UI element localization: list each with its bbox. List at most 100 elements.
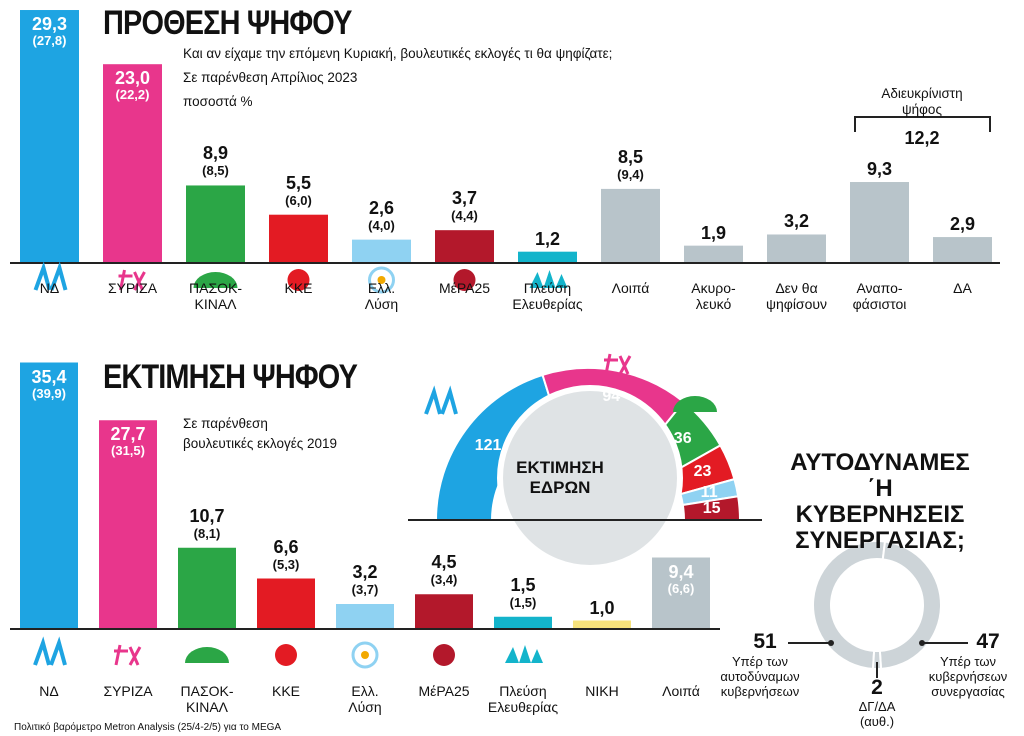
value-label: 10,7	[189, 505, 225, 526]
value-label: 1,0	[589, 597, 615, 618]
bar	[336, 604, 394, 628]
value-label: 35,4	[31, 366, 67, 387]
category-label: ΝΔ	[39, 683, 59, 699]
subtitle: Και αν είχαμε την επόμενη Κυριακή, βουλε…	[183, 46, 613, 61]
seat-label: 23	[693, 462, 712, 480]
bar	[684, 245, 743, 262]
logo	[275, 644, 297, 666]
seat-label: 11	[700, 483, 718, 501]
category-label: Υπέρ των κυβερνήσεων συνεργασίας	[928, 654, 1008, 699]
category-label: Αναπο- φάσιστοι	[852, 280, 907, 313]
bracket	[854, 116, 991, 132]
bar	[415, 594, 473, 628]
previous-label: (31,5)	[111, 443, 145, 459]
logo	[114, 644, 142, 666]
leader-dot	[828, 640, 834, 646]
category-label: Ελλ. Λύση	[364, 280, 399, 313]
chart-title: ΕΚΤΙΜΗΣΗ ΨΗΦΟΥ	[103, 358, 358, 396]
value-label: 1,5	[510, 574, 536, 595]
value-label: 23,0	[114, 68, 151, 89]
bar	[518, 251, 577, 262]
value-label: 8,5	[617, 146, 644, 167]
previous-label: (8,1)	[193, 525, 221, 541]
value-label: 27,7	[110, 424, 146, 445]
value-label: 9,3	[866, 159, 893, 180]
bar	[257, 578, 315, 628]
value-label: 3,2	[783, 211, 810, 232]
bar	[20, 362, 78, 628]
bar	[186, 185, 245, 262]
category-label: ΚΚΕ	[284, 280, 313, 296]
logo	[33, 261, 68, 291]
center-title: ΕΚΤΙΜΗΣΗ ΕΔΡΩΝ	[516, 458, 604, 497]
logo	[673, 396, 717, 412]
logo	[424, 385, 458, 415]
bar	[573, 620, 631, 628]
category-label: ΔΑ	[953, 280, 972, 296]
value-label: 1,9	[700, 222, 727, 243]
value-label: 4,5	[431, 552, 457, 573]
value-label: 9,4	[668, 561, 694, 582]
previous-label: (1,5)	[509, 594, 537, 610]
category-label: ΚΚΕ	[271, 683, 300, 699]
logo	[185, 647, 229, 663]
previous-label: (4,4)	[451, 208, 478, 224]
donut-segment	[878, 540, 942, 670]
subtitle: Σε παρένθεση	[183, 416, 268, 431]
category-label: ΣΥΡΙΖΑ	[103, 683, 153, 699]
bracket-value: 12,2	[904, 128, 940, 148]
category-label: ΠΑΣΟΚ- ΚΙΝΑΛ	[189, 280, 242, 313]
chart-title: ΑΥΤΟΔΥΝΑΜΕΣ ΄Η ΚΥΒΕΡΝΗΣΕΙΣ ΣΥΝΕΡΓΑΣΙΑΣ;	[790, 449, 970, 554]
bar	[20, 10, 79, 262]
category-label: ΜέΡΑ25	[438, 280, 491, 296]
seat-label: 15	[702, 500, 721, 518]
previous-label: (9,4)	[617, 166, 644, 182]
category-label: Δεν θα ψηφίσουν	[765, 280, 828, 313]
category-label: Ελλ. Λύση	[348, 683, 382, 716]
bar	[933, 237, 992, 262]
bracket-label: Αδιευκρίνιστη ψήφος	[881, 86, 963, 117]
logo	[361, 651, 369, 659]
logo	[118, 269, 146, 291]
logo	[604, 353, 632, 375]
bar	[767, 234, 826, 262]
bar	[99, 420, 157, 628]
previous-label: (22,2)	[115, 87, 150, 103]
bar	[435, 230, 494, 262]
donut-segment	[871, 649, 883, 671]
category-label: Υπέρ των αυτοδύναμων κυβερνήσεων	[720, 654, 800, 699]
bar	[269, 214, 328, 262]
value-label: 1,2	[534, 228, 561, 249]
value-label: 3,7	[451, 188, 478, 209]
category-label: ΝΙΚΗ	[585, 683, 619, 699]
category-label: ΠΑΣΟΚ- ΚΙΝΑΛ	[180, 683, 234, 716]
category-label: Πλεύση Ελευθερίας	[512, 280, 583, 313]
subtitle: Σε παρένθεση Απρίλιος 2023	[183, 70, 358, 85]
value-label: 47	[976, 630, 1000, 653]
category-label: ΔΓ/ΔΑ (αυθ.)	[858, 699, 896, 729]
category-label: Λοιπά	[662, 683, 700, 699]
bar	[352, 239, 411, 262]
previous-label: (5,3)	[272, 556, 300, 572]
chart-title: ΠΡΟΘΕΣΗ ΨΗΦΟΥ	[103, 4, 352, 42]
category-label: ΝΔ	[39, 280, 60, 296]
previous-label: (6,6)	[667, 580, 695, 596]
logo	[33, 636, 67, 666]
previous-label: (8,5)	[202, 163, 229, 179]
category-label: Λοιπά	[611, 280, 650, 296]
leader-dot	[919, 640, 925, 646]
bar	[601, 188, 660, 262]
bar	[652, 557, 710, 628]
previous-label: (27,8)	[32, 33, 67, 49]
subtitle: ποσοστά %	[183, 94, 253, 109]
value-label: 3,2	[352, 562, 378, 582]
logo	[529, 270, 568, 288]
logo	[193, 272, 238, 288]
logo	[377, 276, 386, 284]
seat-label: 121	[474, 436, 502, 454]
donut-segment	[812, 540, 887, 670]
category-label: Ακυρο- λευκό	[691, 280, 736, 313]
value-label: 51	[753, 630, 777, 653]
